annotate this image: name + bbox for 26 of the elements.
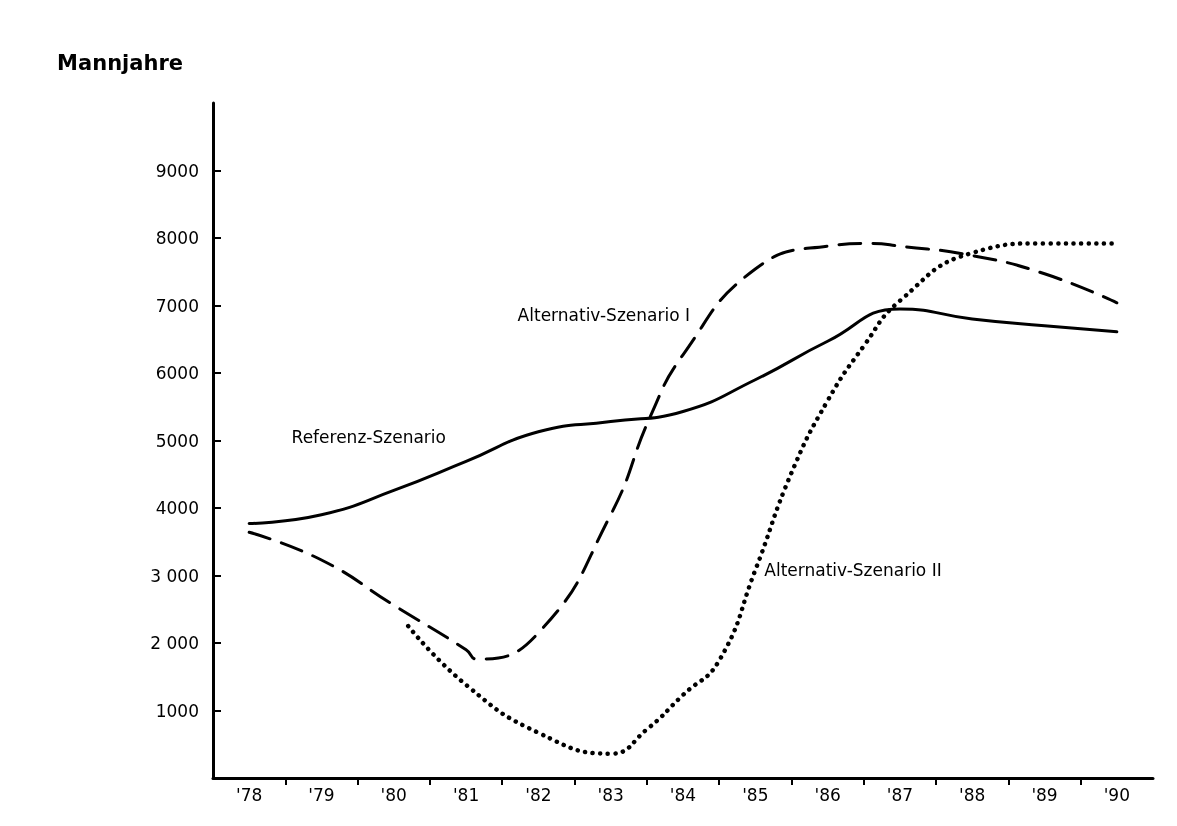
series-label: Alternativ-Szenario I (517, 304, 690, 325)
x-tick-label: '85 (742, 784, 769, 805)
x-tick-label: '79 (308, 784, 335, 805)
y-tick-label: 8000 (155, 228, 199, 248)
y-tick-label: 2 000 (150, 633, 199, 653)
y-tick-label: 7000 (155, 295, 199, 316)
x-tick-label: '86 (814, 784, 841, 805)
x-tick-label: '78 (236, 784, 263, 805)
y-tick-label: 4000 (155, 498, 199, 518)
series-label: Referenz-Szenario (291, 426, 446, 447)
y-tick-label: 1000 (155, 700, 199, 721)
y-tick-label: 5000 (155, 430, 199, 451)
x-tick-label: '87 (886, 784, 914, 805)
y-tick-label: 3 000 (150, 565, 199, 586)
x-tick-label: '83 (597, 784, 624, 805)
y-tick-label: 9000 (155, 160, 199, 181)
series-label: Alternativ-Szenario II (764, 560, 942, 581)
x-tick-label: '82 (525, 784, 552, 805)
x-tick-label: '84 (669, 784, 697, 805)
x-tick-label: '89 (1031, 784, 1058, 805)
x-tick-label: '88 (959, 784, 986, 805)
x-tick-label: '81 (452, 784, 480, 805)
x-tick-label: '90 (1103, 784, 1130, 805)
x-tick-label: '80 (380, 784, 407, 805)
y-tick-label: 6000 (155, 363, 199, 383)
y-axis-title: Mannjahre (57, 50, 183, 75)
